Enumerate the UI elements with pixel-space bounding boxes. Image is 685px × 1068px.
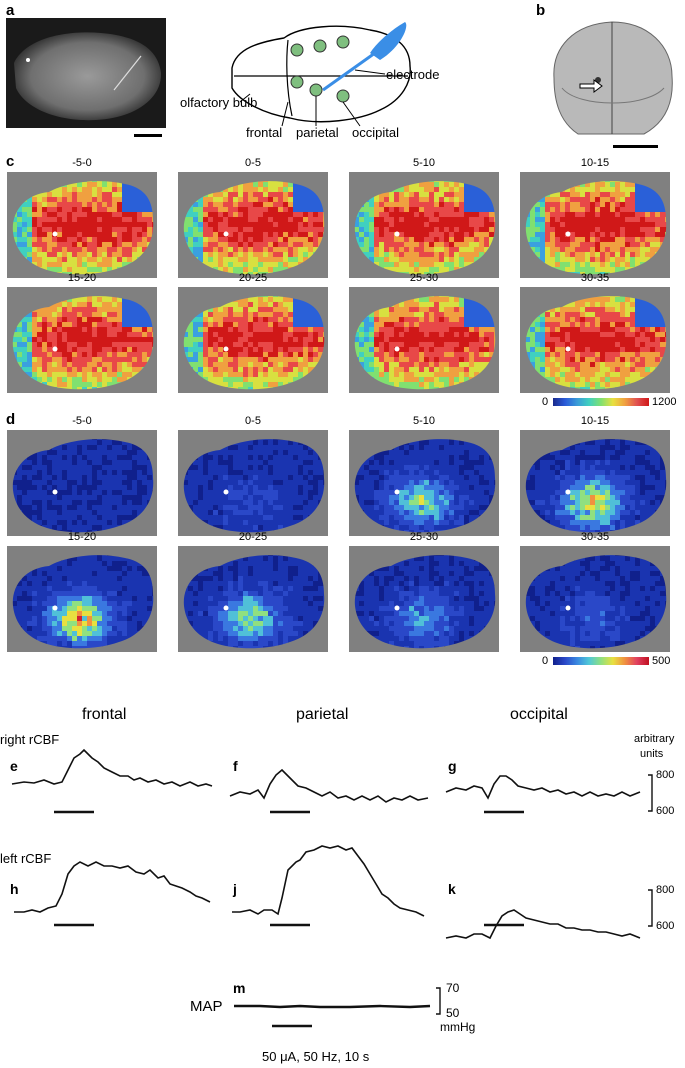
time-label-c-1: 0-5 [245, 157, 261, 169]
trace-g [445, 775, 641, 800]
scale-bar-a [134, 134, 162, 137]
time-label-d-0: -5-0 [72, 415, 92, 427]
scale-top: 800 [656, 769, 675, 781]
colorbar-c [553, 398, 649, 406]
cbf-map-c-7 [520, 287, 670, 393]
time-label-c-5: 20-25 [238, 272, 268, 284]
time-label-c-0: -5-0 [72, 157, 92, 169]
stimulus-label: 50 μA, 50 Hz, 10 s [262, 1049, 370, 1064]
time-label-c-7: 30-35 [580, 272, 610, 284]
panel-label-a: a [6, 2, 15, 19]
scale-bracket-left [648, 889, 653, 927]
scale-bracket-map [436, 987, 441, 1015]
label-parietal: parietal [296, 125, 339, 140]
time-label-d-7: 30-35 [580, 531, 610, 543]
panel-label-b: b [536, 2, 546, 19]
cbf-map-c-1 [178, 172, 328, 278]
trace-j [232, 845, 425, 917]
map-top: 70 [446, 981, 460, 995]
cbf-map-d-1 [178, 430, 328, 536]
panel-label-c: c [6, 153, 15, 170]
scale-bracket-right [648, 774, 653, 812]
cbf-map-c-0 [7, 172, 157, 278]
cbf-map-c-6 [349, 287, 499, 393]
cbf-map-c-2 [349, 172, 499, 278]
panel-label-e: e [10, 758, 18, 774]
panel-label-j: j [233, 881, 237, 897]
trace-k [445, 909, 641, 940]
time-label-d-4: 15-20 [67, 531, 97, 543]
panel-label-m: m [233, 980, 246, 996]
row-label-right-rcbf: right rCBF [0, 732, 60, 747]
time-label-c-2: 5-10 [412, 157, 436, 169]
brain-section [548, 18, 676, 136]
cbf-map-d-6 [349, 546, 499, 652]
colorbar-d-max: 500 [652, 655, 671, 667]
brain-photo [6, 18, 166, 128]
time-label-d-5: 20-25 [238, 531, 268, 543]
scale-bar-b [613, 145, 658, 148]
colorbar-c-min: 0 [542, 396, 549, 408]
panel-label-g: g [448, 758, 457, 774]
map-label: MAP [190, 998, 223, 1015]
cbf-map-d-3 [520, 430, 670, 536]
colorbar-d [553, 657, 649, 665]
time-label-c-4: 15-20 [67, 272, 97, 284]
row-label-left-rcbf: left rCBF [0, 851, 52, 866]
trace-h [14, 861, 211, 913]
cbf-map-c-5 [178, 287, 328, 393]
scale-top-2: 800 [656, 884, 675, 896]
time-label-d-6: 25-30 [409, 531, 439, 543]
colorbar-d-min: 0 [542, 655, 549, 667]
region-title-parietal: parietal [296, 706, 349, 723]
colorbar-c-max: 1200 [652, 396, 677, 408]
trace-f [229, 768, 429, 803]
cbf-map-d-0 [7, 430, 157, 536]
units-line2: units [640, 748, 664, 760]
region-title-occipital: occipital [510, 706, 568, 723]
label-olfactory-bulb: olfactory bulb [180, 95, 258, 110]
cbf-map-c-4 [7, 287, 157, 393]
cbf-map-d-5 [178, 546, 328, 652]
scale-bottom-2: 600 [656, 920, 675, 932]
cbf-map-d-7 [520, 546, 670, 652]
cbf-map-d-4 [7, 546, 157, 652]
label-frontal: frontal [246, 125, 283, 140]
time-label-d-1: 0-5 [245, 415, 261, 427]
time-label-c-3: 10-15 [580, 157, 610, 169]
map-unit: mmHg [440, 1020, 476, 1034]
label-electrode: electrode [386, 67, 440, 82]
time-label-d-2: 5-10 [412, 415, 436, 427]
region-title-frontal: frontal [82, 706, 127, 723]
time-label-d-3: 10-15 [580, 415, 610, 427]
units-line1: arbitrary [634, 733, 675, 745]
time-label-c-6: 25-30 [409, 272, 439, 284]
trace-e [11, 748, 213, 787]
scale-bottom: 600 [656, 805, 675, 817]
label-occipital: occipital [352, 125, 399, 140]
cbf-map-d-2 [349, 430, 499, 536]
panel-label-k: k [448, 881, 456, 897]
trace-map [234, 1004, 431, 1009]
brain-schematic [180, 18, 480, 148]
panel-label-d: d [6, 411, 16, 428]
panel-label-h: h [10, 881, 19, 897]
cbf-map-c-3 [520, 172, 670, 278]
panel-label-f: f [233, 758, 238, 774]
map-bottom: 50 [446, 1006, 460, 1020]
